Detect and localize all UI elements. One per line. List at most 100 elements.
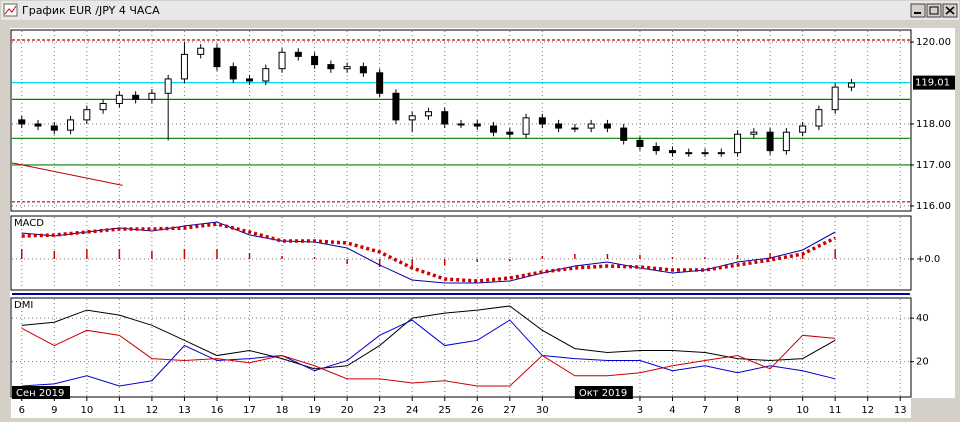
candle-body bbox=[799, 125, 807, 133]
x-tick-label: 27 bbox=[503, 405, 516, 416]
title-bar bbox=[1, 1, 959, 20]
x-tick-label: 17 bbox=[243, 405, 256, 416]
trend-line bbox=[11, 162, 123, 186]
maximize-glyph bbox=[929, 6, 939, 15]
candle-body bbox=[197, 47, 205, 55]
last-price-label: 119.01 bbox=[915, 78, 950, 89]
candle-body bbox=[50, 125, 58, 131]
y-tick-label: 20 bbox=[916, 357, 929, 368]
candle-body bbox=[115, 94, 123, 105]
candle-body bbox=[652, 146, 660, 152]
x-tick-label: 3 bbox=[637, 405, 643, 416]
x-tick-label: 16 bbox=[211, 405, 224, 416]
candle-body bbox=[343, 66, 351, 70]
x-tick-label: 7 bbox=[702, 405, 708, 416]
candle-body bbox=[490, 125, 498, 133]
x-tick-label: 30 bbox=[536, 405, 549, 416]
indicator-line bbox=[21, 305, 836, 370]
minimize-button[interactable] bbox=[910, 3, 926, 18]
x-tick-label: 10 bbox=[80, 405, 93, 416]
x-tick-label: 11 bbox=[829, 405, 842, 416]
candle-body bbox=[847, 82, 855, 88]
candle-body bbox=[620, 127, 628, 141]
candle-body bbox=[782, 131, 790, 152]
candle-body bbox=[67, 119, 75, 131]
candle-body bbox=[246, 78, 254, 82]
candle-body bbox=[229, 66, 237, 80]
x-tick-label: 19 bbox=[308, 405, 321, 416]
candle-body bbox=[441, 111, 449, 125]
indicator-line bbox=[21, 319, 836, 387]
candle-body bbox=[473, 123, 481, 127]
candle-body bbox=[132, 94, 140, 100]
candle-body bbox=[180, 53, 188, 80]
candle-body bbox=[376, 72, 384, 94]
x-tick-label: 24 bbox=[406, 405, 419, 416]
x-tick-label: 9 bbox=[767, 405, 773, 416]
candle-body bbox=[766, 131, 774, 152]
maximize-button[interactable] bbox=[926, 3, 942, 18]
x-tick-label: 12 bbox=[146, 405, 159, 416]
period-label-box bbox=[574, 386, 633, 399]
candle-body bbox=[636, 139, 644, 148]
candle-body bbox=[587, 123, 595, 129]
y-tick-label: +0.0 bbox=[916, 254, 940, 265]
x-tick-label: 12 bbox=[861, 405, 874, 416]
candle-body bbox=[359, 66, 367, 74]
x-tick-label: 11 bbox=[113, 405, 126, 416]
candle-body bbox=[457, 123, 465, 126]
candle-body bbox=[571, 127, 579, 130]
candle-body bbox=[717, 152, 725, 155]
y-tick-label: 117.00 bbox=[916, 160, 951, 171]
period-label: Сен 2019 bbox=[16, 388, 64, 399]
candle-body bbox=[18, 119, 26, 125]
indicator-line bbox=[21, 222, 836, 283]
candle-body bbox=[99, 103, 107, 111]
candle-body bbox=[83, 109, 91, 121]
close-glyph bbox=[945, 6, 955, 15]
candle-body bbox=[424, 111, 432, 117]
y-tick-label: 116.00 bbox=[916, 201, 951, 212]
panel-title: DMI bbox=[14, 300, 33, 311]
x-tick-label: 26 bbox=[471, 405, 484, 416]
candle-body bbox=[668, 150, 676, 154]
window-icon-graph bbox=[4, 5, 17, 15]
candle-body bbox=[750, 131, 758, 135]
candle-body bbox=[34, 123, 42, 127]
x-tick-label: 8 bbox=[734, 405, 740, 416]
indicator-line bbox=[21, 327, 836, 387]
candle-body bbox=[522, 117, 530, 135]
candle-body bbox=[327, 64, 335, 70]
candle-body bbox=[831, 86, 839, 111]
candle-body bbox=[603, 123, 611, 129]
candle-body bbox=[164, 78, 172, 94]
period-label: Окт 2019 bbox=[579, 388, 627, 399]
candle-body bbox=[148, 92, 156, 100]
candle-body bbox=[685, 152, 693, 155]
x-tick-label: 23 bbox=[373, 405, 386, 416]
window-title: График EUR /JPY 4 ЧАСА bbox=[22, 4, 160, 17]
candle-body bbox=[262, 68, 270, 82]
y-tick-label: 118.00 bbox=[916, 119, 951, 130]
candle-body bbox=[701, 152, 709, 155]
x-tick-label: 20 bbox=[341, 405, 354, 416]
candle-body bbox=[311, 55, 319, 66]
y-tick-label: 120.00 bbox=[916, 37, 951, 48]
x-tick-label: 9 bbox=[51, 405, 57, 416]
last-price-box bbox=[913, 75, 955, 90]
x-tick-label: 18 bbox=[276, 405, 289, 416]
y-tick-label: 40 bbox=[916, 313, 929, 324]
candle-body bbox=[213, 47, 221, 68]
candle-body bbox=[555, 123, 563, 129]
candle-body bbox=[294, 51, 302, 57]
x-tick-label: 4 bbox=[669, 405, 675, 416]
candle-body bbox=[278, 51, 286, 70]
panel-separator bbox=[12, 293, 910, 295]
candle-body bbox=[734, 133, 742, 154]
candle-body bbox=[392, 92, 400, 121]
indicator-line bbox=[21, 221, 836, 284]
panel-frame bbox=[10, 215, 912, 291]
candle-body bbox=[506, 131, 514, 135]
